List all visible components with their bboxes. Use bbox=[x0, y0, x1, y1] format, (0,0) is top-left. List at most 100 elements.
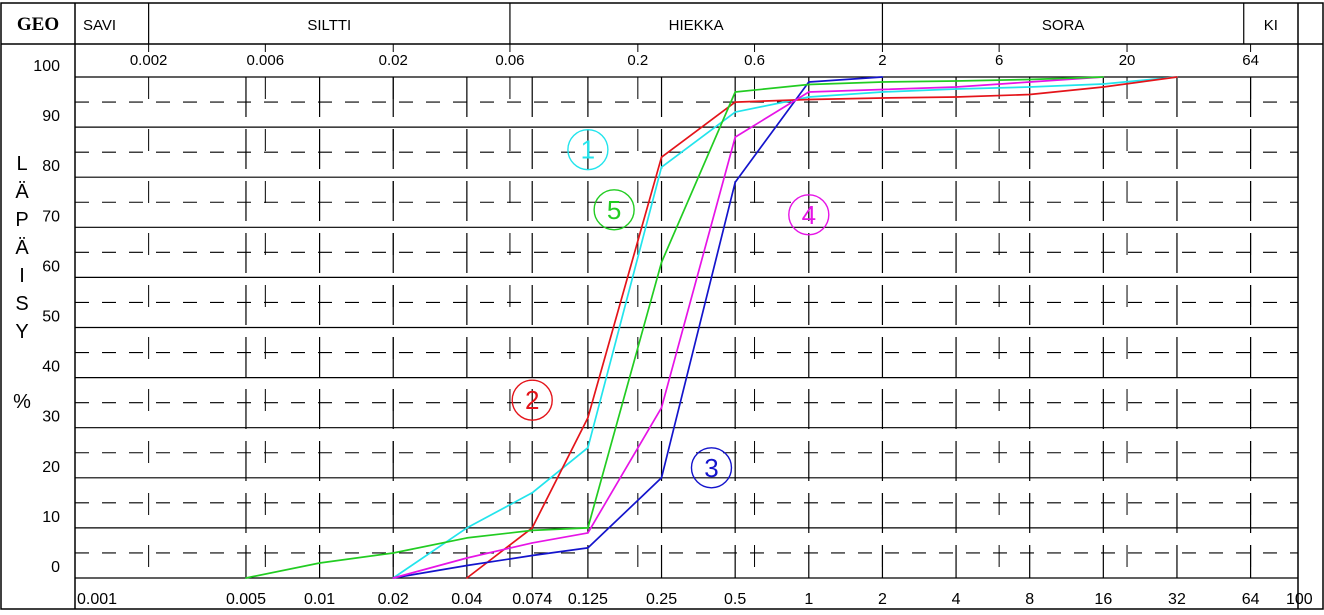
annotation-circle bbox=[788, 194, 830, 236]
series-point-2 bbox=[881, 97, 884, 99]
x-tick-label: 32 bbox=[1168, 591, 1186, 608]
annotation-label: 1 bbox=[581, 135, 595, 165]
series-point-2 bbox=[734, 101, 736, 103]
series-point-4 bbox=[392, 577, 395, 579]
top-scale-label: 0.2 bbox=[627, 52, 648, 69]
fraction-label: KI bbox=[1264, 17, 1278, 34]
x-tick-label: 0.01 bbox=[304, 591, 335, 608]
series-point-1 bbox=[1102, 83, 1105, 85]
series-point-5 bbox=[245, 577, 247, 579]
series-point-4 bbox=[881, 88, 884, 91]
series-point-3 bbox=[734, 181, 736, 184]
series-point-4 bbox=[660, 406, 663, 409]
series-point-1 bbox=[808, 96, 810, 98]
x-tick-label: 1 bbox=[804, 591, 813, 608]
series-point-1 bbox=[881, 91, 884, 93]
series-point-2 bbox=[531, 527, 534, 529]
y-axis-label-letter: I bbox=[19, 265, 25, 287]
series-point-5 bbox=[955, 80, 957, 82]
series-point-2 bbox=[466, 577, 468, 579]
series-point-5 bbox=[318, 562, 321, 564]
series-point-3 bbox=[660, 477, 663, 479]
header-corner-label: GEO bbox=[17, 14, 59, 35]
series-point-1 bbox=[955, 88, 957, 90]
y-tick-label: 70 bbox=[42, 208, 60, 225]
series-point-1 bbox=[660, 166, 663, 168]
x-tick-label: 4 bbox=[952, 591, 961, 608]
series-point-4 bbox=[734, 136, 736, 138]
series-point-1 bbox=[1028, 86, 1031, 88]
y-axis-label-letter: Ä bbox=[15, 237, 29, 259]
series-point-1 bbox=[531, 492, 534, 494]
top-scale-label: 0.6 bbox=[744, 52, 765, 69]
x-tick-label: 0.125 bbox=[568, 591, 608, 608]
fraction-label: HIEKKA bbox=[669, 17, 724, 34]
y-tick-label: 60 bbox=[42, 258, 60, 275]
series-point-4 bbox=[1028, 81, 1031, 83]
series-point-5 bbox=[587, 527, 589, 529]
fraction-label: SORA bbox=[1042, 17, 1085, 34]
annotation-circle bbox=[690, 447, 733, 489]
series-point-2 bbox=[955, 96, 957, 98]
series-point-5 bbox=[1102, 76, 1105, 78]
series-point-4 bbox=[955, 86, 957, 88]
fraction-label: SILTTI bbox=[307, 17, 351, 34]
x-tick-label: 16 bbox=[1094, 591, 1112, 608]
series-point-5 bbox=[734, 91, 736, 93]
y-tick-label: 100 bbox=[33, 58, 60, 75]
y-tick-label: 10 bbox=[42, 509, 60, 526]
series-point-3 bbox=[808, 81, 810, 83]
series-point-3 bbox=[587, 547, 589, 549]
annotation-label: 4 bbox=[802, 200, 816, 230]
series-point-2 bbox=[808, 98, 810, 101]
series-point-4 bbox=[808, 91, 810, 93]
series-point-5 bbox=[881, 81, 884, 83]
series-point-1 bbox=[734, 111, 736, 113]
x-tick-label: 0.25 bbox=[646, 591, 677, 608]
annotation-circle bbox=[567, 128, 609, 171]
y-axis-label-letter: P bbox=[15, 209, 28, 231]
y-tick-label: 80 bbox=[42, 158, 60, 175]
x-tick-label: 100 bbox=[1286, 591, 1313, 608]
top-scale-label: 2 bbox=[878, 52, 886, 69]
x-tick-label: 8 bbox=[1025, 591, 1034, 608]
x-tick-label: 2 bbox=[878, 591, 887, 608]
y-axis-unit: % bbox=[13, 391, 31, 413]
top-scale-label: 64 bbox=[1242, 52, 1259, 69]
annotation-label: 2 bbox=[525, 385, 539, 415]
series-point-5 bbox=[660, 261, 663, 264]
series-point-4 bbox=[587, 532, 589, 534]
series-point-2 bbox=[1102, 86, 1105, 88]
y-tick-label: 0 bbox=[51, 559, 60, 576]
series-point-5 bbox=[466, 537, 468, 539]
x-tick-label: 0.001 bbox=[77, 591, 117, 608]
x-tick-label: 64 bbox=[1242, 591, 1260, 608]
series-point-5 bbox=[1028, 78, 1031, 81]
series-point-2 bbox=[660, 156, 663, 158]
series-point-2 bbox=[1028, 93, 1031, 96]
y-axis-label-letter: Ä bbox=[15, 181, 29, 203]
annotation-circle bbox=[593, 189, 635, 231]
x-tick-label: 0.5 bbox=[724, 591, 746, 608]
annotation-circle bbox=[511, 379, 553, 421]
y-tick-label: 40 bbox=[42, 359, 60, 376]
annotation-label: 3 bbox=[704, 453, 718, 483]
x-tick-label: 0.005 bbox=[226, 591, 266, 608]
y-axis-label-letter: L bbox=[16, 153, 27, 175]
series-point-4 bbox=[466, 557, 468, 559]
series-point-5 bbox=[531, 529, 534, 532]
top-scale-label: 0.02 bbox=[379, 52, 408, 69]
y-axis-label-letter: S bbox=[15, 293, 28, 315]
top-scale-label: 0.002 bbox=[130, 52, 168, 69]
fraction-label: SAVI bbox=[83, 17, 116, 34]
series-point-3 bbox=[466, 564, 468, 567]
series-point-3 bbox=[881, 76, 884, 78]
series-point-1 bbox=[587, 446, 589, 449]
annotation-label: 5 bbox=[607, 195, 621, 225]
top-scale-label: 0.006 bbox=[247, 52, 285, 69]
y-axis-label-letter: Y bbox=[15, 321, 28, 343]
x-tick-label: 0.04 bbox=[451, 591, 482, 608]
